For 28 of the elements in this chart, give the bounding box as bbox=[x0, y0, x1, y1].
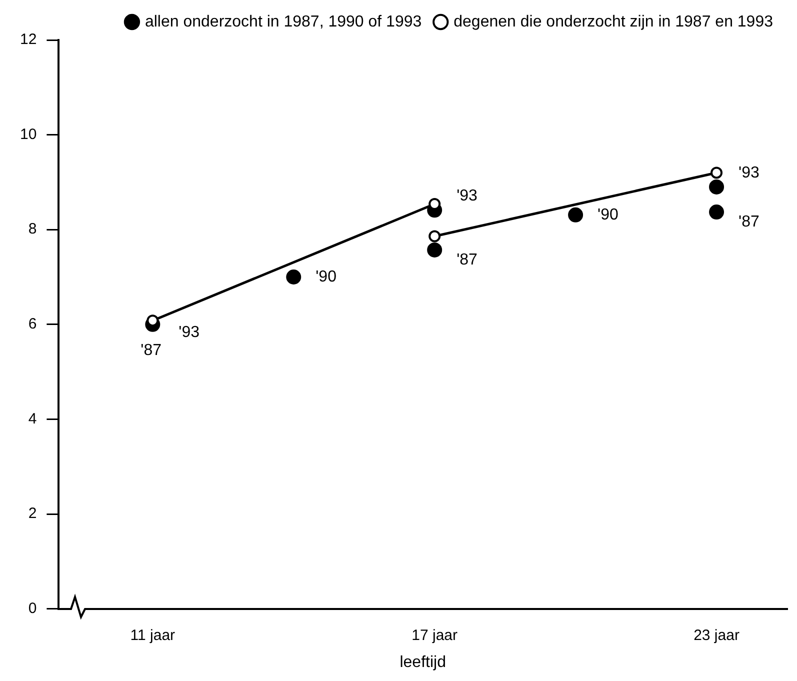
annotation: '93 bbox=[738, 164, 760, 182]
annotation: '90 bbox=[598, 206, 619, 224]
point bbox=[428, 230, 441, 242]
point bbox=[286, 270, 302, 284]
y-tick-label: 8 bbox=[28, 220, 37, 238]
y-tick-label: 0 bbox=[28, 600, 37, 617]
annotation: '87 bbox=[140, 342, 162, 359]
y-tick-label: 6 bbox=[28, 316, 37, 333]
y-tick-label: 12 bbox=[20, 31, 37, 48]
x-tick-label: 11 jaar bbox=[130, 626, 176, 644]
legend-label: allen onderzocht in 1987, 1990 of 1993 bbox=[144, 13, 422, 30]
point bbox=[709, 179, 724, 194]
y-tick-label: 2 bbox=[28, 505, 37, 522]
x-axis-title: leeftijd bbox=[400, 654, 446, 671]
annotation: '93 bbox=[456, 188, 478, 205]
annotation: '87 bbox=[738, 213, 760, 230]
point bbox=[568, 207, 584, 222]
legend-label: degenen die onderzocht zijn in 1987 en 1993 bbox=[454, 13, 774, 30]
point bbox=[427, 242, 442, 258]
y-tick-label: 10 bbox=[20, 126, 37, 143]
point bbox=[710, 166, 723, 179]
y-tick-label: 4 bbox=[28, 410, 37, 428]
x-tick-label: 17 jaar bbox=[412, 626, 458, 644]
point bbox=[709, 204, 724, 220]
x-tick-label: 23 jaar bbox=[694, 626, 740, 644]
annotation: '90 bbox=[316, 268, 337, 286]
annotation: '87 bbox=[456, 251, 478, 268]
annotation: '93 bbox=[178, 324, 200, 342]
